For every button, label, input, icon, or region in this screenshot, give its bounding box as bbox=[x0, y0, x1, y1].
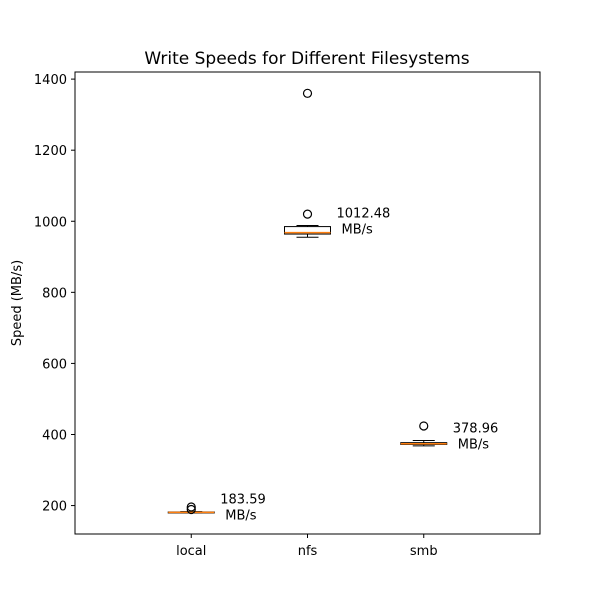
y-tick-label: 1400 bbox=[34, 73, 67, 88]
box-iqr bbox=[284, 226, 331, 235]
y-tick-label: 200 bbox=[42, 500, 67, 515]
plot-frame bbox=[74, 71, 541, 535]
y-tick-label: 1200 bbox=[34, 144, 67, 159]
annotation-unit: MB/s bbox=[225, 509, 257, 524]
outlier-point bbox=[302, 88, 313, 98]
outlier-point bbox=[302, 209, 313, 219]
x-tick-label: local bbox=[176, 544, 206, 559]
y-tick-label: 1000 bbox=[34, 215, 67, 230]
x-tick-label: smb bbox=[410, 544, 438, 559]
y-tick-label: 800 bbox=[42, 286, 67, 301]
y-tick-label: 400 bbox=[42, 428, 67, 443]
chart-title: Write Speeds for Different Filesystems bbox=[144, 49, 469, 69]
annotation-unit: MB/s bbox=[458, 438, 490, 453]
y-axis-label: Speed (MB/s) bbox=[10, 260, 25, 346]
annotation-value: 378.96 bbox=[453, 422, 499, 437]
annotation-value: 1012.48 bbox=[337, 207, 391, 222]
outlier-point bbox=[186, 504, 196, 515]
y-tick-label: 600 bbox=[42, 357, 67, 372]
outlier-point bbox=[419, 421, 429, 431]
plot-area: 200 400 600 800 1000 1200 1400 local nfs smb 183.5… bbox=[34, 73, 498, 559]
annotation-unit: MB/s bbox=[342, 223, 374, 238]
outlier-point bbox=[186, 502, 196, 512]
x-tick-label: nfs bbox=[298, 544, 318, 559]
annotation-value: 183.59 bbox=[220, 493, 266, 508]
